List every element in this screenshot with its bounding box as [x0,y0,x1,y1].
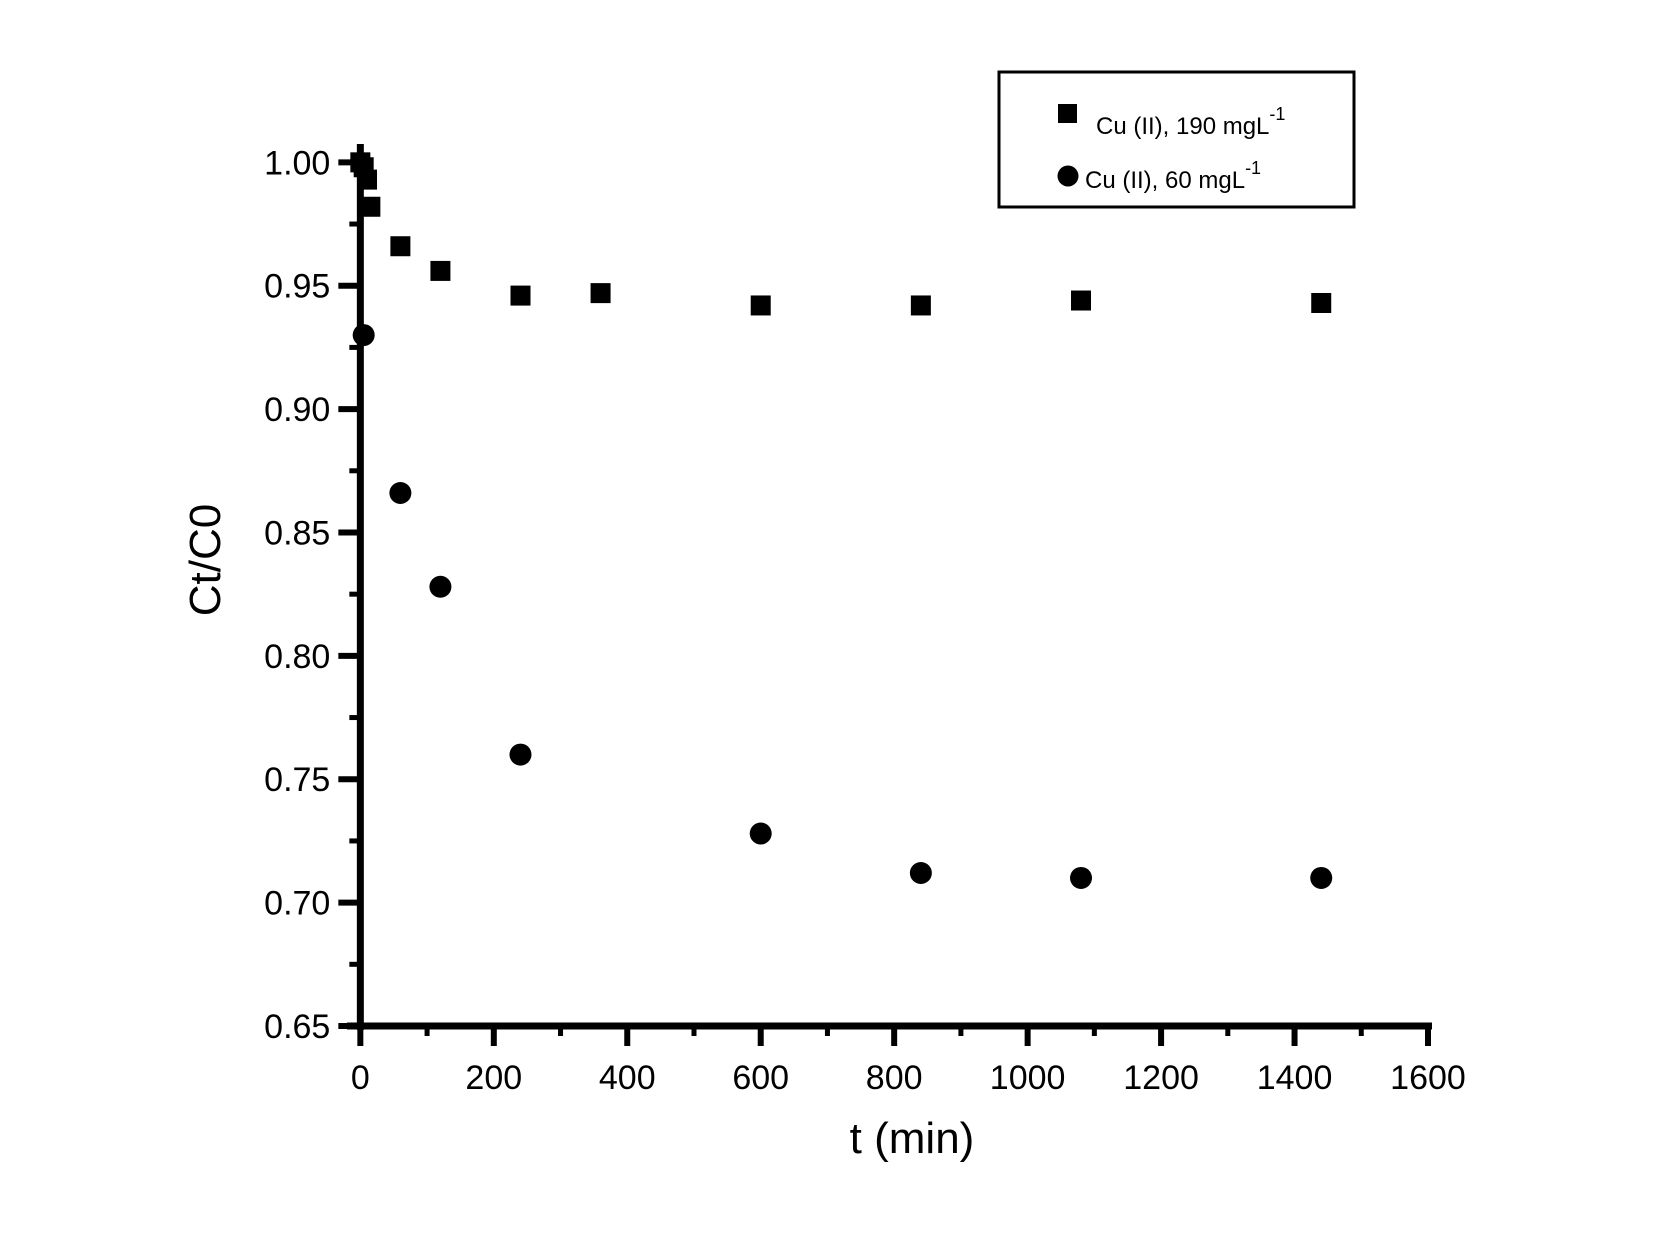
legend-label-190-sup: -1 [1269,104,1285,124]
x-tick-label: 400 [599,1059,656,1097]
y-tick-label: 0.90 [264,391,330,429]
x-tick-label: 1400 [1257,1059,1333,1097]
data-point-circle [1310,866,1333,889]
y-tick-label: 0.85 [264,514,330,552]
y-tick-label: 0.65 [264,1008,330,1046]
data-points [350,152,1333,889]
x-axis-title: t (min) [850,1114,975,1163]
legend-marker-square [1058,104,1077,123]
legend-box [997,70,1356,209]
x-tick-label: 600 [732,1059,789,1097]
y-tick-label: 0.80 [264,638,330,676]
x-tick-label: 1200 [1123,1059,1199,1097]
y-axis-title: Ct/C0 [181,504,230,616]
ticks: 0.65 0.70 0.75 0.80 0.85 0.90 0.95 1.00 0 200 400 6… [264,144,1466,1097]
y-tick-label: 1.00 [264,144,330,182]
data-point-square [357,169,378,190]
y-tick-label: 0.95 [264,268,330,306]
data-point-circle [352,324,375,347]
data-point-circle [429,575,452,598]
y-tick-label: 0.70 [264,885,330,923]
x-tick-label: 0 [351,1059,370,1097]
data-point-circle [389,481,412,504]
y-tick-label: 0.75 [264,761,330,799]
legend: Cu (II), 190 mgL-1 Cu (II), 60 mgL-1 [997,70,1356,209]
x-tick-label: 800 [866,1059,923,1097]
data-point-square [590,283,611,304]
data-point-square [360,196,381,217]
legend-label-60-sup: -1 [1245,158,1261,178]
legend-label-60-main: Cu (II), 60 mgL [1085,167,1245,194]
legend-marker-circle [1057,165,1079,187]
data-point-circle [509,743,532,766]
data-point-square [430,260,451,281]
axes [347,144,1432,1030]
data-point-square [390,236,411,257]
data-point-circle [749,822,772,845]
x-tick-label: 1000 [990,1059,1066,1097]
legend-label-190: Cu (II), 190 mgL-1 [1096,104,1285,140]
x-tick-label: 1600 [1390,1059,1466,1097]
data-point-square [510,285,531,306]
data-point-square [750,295,771,316]
legend-label-190-main: Cu (II), 190 mgL [1096,113,1269,140]
data-point-square [910,295,931,316]
data-point-square [1311,292,1332,313]
legend-label-60: Cu (II), 60 mgL-1 [1085,158,1261,194]
data-point-square [1071,290,1092,311]
x-tick-label: 200 [465,1059,522,1097]
data-point-circle [909,862,932,885]
data-point-circle [1070,866,1093,889]
